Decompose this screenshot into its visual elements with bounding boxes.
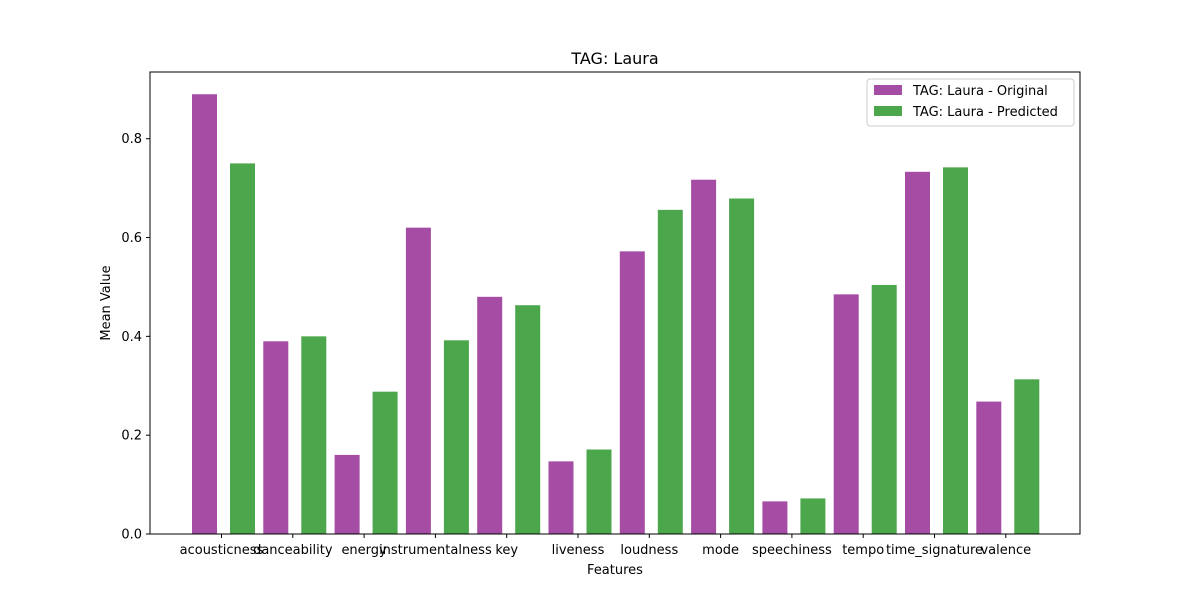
bar-original-mode — [691, 179, 717, 534]
y-tick-label: 0.6 — [121, 231, 142, 246]
y-tick-label: 0.8 — [121, 132, 142, 147]
bar-predicted-time_signature — [943, 167, 968, 535]
legend-swatch-predicted — [874, 106, 902, 116]
bar-predicted-instrumentalness — [443, 340, 469, 534]
x-tick-label-time_signature: time_signature — [886, 543, 983, 558]
chart-title: TAG: Laura — [570, 49, 658, 68]
bar-predicted-mode — [729, 198, 755, 535]
y-tick-label: 0.0 — [121, 528, 142, 543]
x-tick-label-danceability: danceability — [253, 543, 333, 558]
bar-original-key — [477, 296, 503, 534]
bar-predicted-tempo — [871, 284, 897, 534]
bar-original-acousticness — [192, 94, 217, 535]
x-tick-label-loudness: loudness — [620, 543, 678, 558]
bar-predicted-liveness — [586, 449, 612, 534]
bar-predicted-danceability — [301, 336, 327, 534]
bar-predicted-loudness — [657, 209, 683, 535]
x-tick-label-key: key — [495, 543, 518, 558]
x-axis-label: Features — [587, 563, 643, 578]
plot-frame — [149, 71, 1081, 535]
x-tick-label-instrumentalness: instrumentalness — [379, 543, 492, 558]
y-tick-label: 0.2 — [121, 429, 142, 444]
legend-label-original: TAG: Laura - Original — [912, 84, 1048, 99]
y-tick-label: 0.4 — [121, 330, 142, 345]
bar-original-loudness — [619, 251, 645, 535]
bars-group — [192, 94, 1040, 535]
legend-label-predicted: TAG: Laura - Predicted — [912, 105, 1058, 120]
bar-original-time_signature — [905, 171, 930, 534]
legend: TAG: Laura - Original TAG: Laura - Predic… — [866, 78, 1075, 127]
legend-box — [866, 78, 1075, 127]
bar-original-tempo — [833, 294, 859, 534]
x-tick-label-energy: energy — [341, 543, 387, 558]
bar-predicted-speechiness — [800, 498, 826, 534]
bar-predicted-valence — [1014, 379, 1040, 534]
legend-swatch-original — [874, 85, 902, 95]
bar-predicted-energy — [372, 391, 398, 534]
bar-original-instrumentalness — [405, 227, 431, 534]
x-tick-label-acousticness: acousticness — [180, 543, 264, 558]
x-tick-label-mode: mode — [702, 543, 739, 558]
x-tick-label-liveness: liveness — [552, 543, 605, 558]
bar-original-energy — [334, 454, 360, 534]
bar-predicted-key — [515, 305, 541, 534]
x-tick-label-speechiness: speechiness — [752, 543, 832, 558]
x-tick-label-valence: valence — [980, 543, 1031, 558]
x-tick-label-tempo: tempo — [842, 543, 884, 558]
bar-predicted-acousticness — [230, 163, 255, 534]
bar-original-liveness — [548, 461, 574, 534]
bar-original-valence — [976, 401, 1002, 534]
y-axis: 0.0 0.2 0.4 0.6 0.8 — [121, 132, 150, 543]
y-axis-label: Mean Value — [99, 265, 114, 340]
bar-original-speechiness — [762, 501, 788, 534]
bar-original-danceability — [263, 341, 289, 534]
